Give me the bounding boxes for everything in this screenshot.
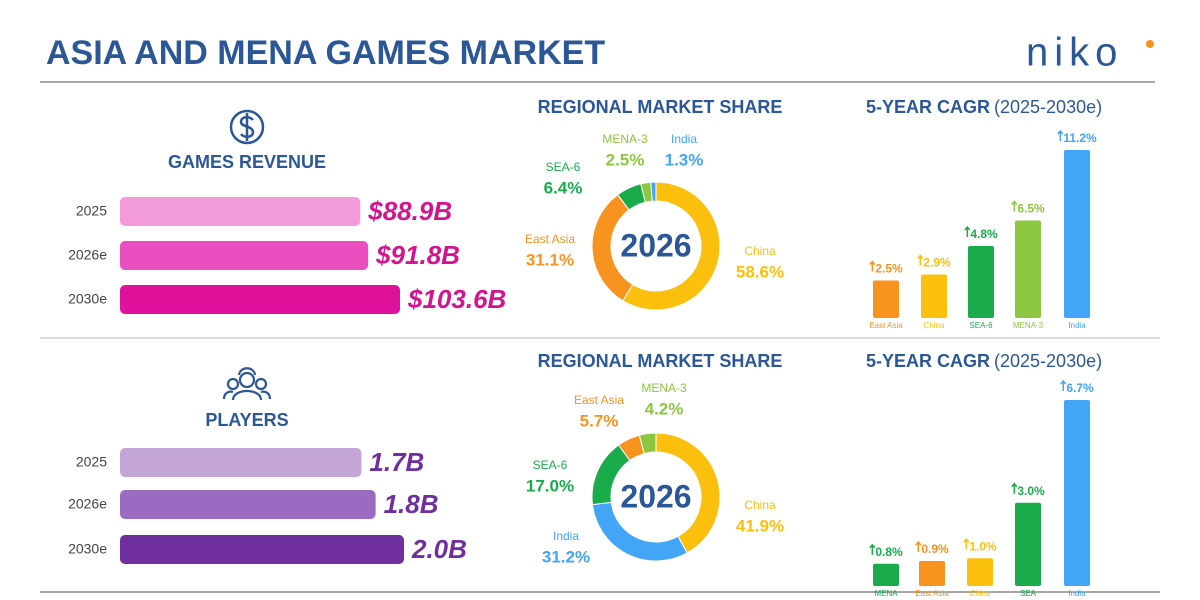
value-label: 2.9% <box>923 256 951 270</box>
up-arrow <box>1011 200 1018 212</box>
logo-dot <box>1146 40 1154 48</box>
section-heading: PLAYERS <box>205 410 288 430</box>
chart-subtitle: (2025-2030e) <box>994 97 1102 117</box>
slice-name: China <box>744 244 776 258</box>
chart-title: REGIONAL MARKET SHARE <box>538 351 783 371</box>
bar <box>120 490 376 519</box>
slice-name: India <box>671 132 697 146</box>
value-label: 0.8% <box>875 545 903 559</box>
donut-slice <box>622 181 721 311</box>
bar <box>1064 150 1090 318</box>
value-label: 6.7% <box>1066 381 1094 395</box>
value-label: 11.2% <box>1063 131 1097 145</box>
bar <box>919 561 945 586</box>
slice-value: 1.3% <box>665 150 704 169</box>
up-arrow <box>869 543 876 555</box>
value-label: $91.8B <box>375 240 460 270</box>
bar <box>873 280 899 318</box>
chart-title: REGIONAL MARKET SHARE <box>538 97 783 117</box>
value-label: 4.8% <box>970 227 998 241</box>
center-label: 2026 <box>620 478 691 514</box>
slice-name: SEA-6 <box>546 160 581 174</box>
value-label: $103.6B <box>407 284 506 314</box>
slice-name: MENA-3 <box>641 381 687 395</box>
chart-subtitle: (2025-2030e) <box>994 351 1102 371</box>
category-label: 2026e <box>68 496 107 512</box>
players-icon <box>222 367 272 401</box>
up-arrow <box>964 225 971 237</box>
slice-value: 5.7% <box>580 411 619 430</box>
chart-title: 5-YEAR CAGR <box>866 351 990 371</box>
up-arrow <box>915 540 922 553</box>
value-label: 0.9% <box>921 542 949 556</box>
value-label: 6.5% <box>1017 202 1045 216</box>
value-label: $88.9B <box>367 196 452 226</box>
section-heading: GAMES REVENUE <box>168 152 326 172</box>
category-label: 2030e <box>68 541 107 557</box>
bar <box>968 246 994 318</box>
value-label: 1.8B <box>384 489 439 519</box>
donut-slice <box>638 432 657 455</box>
category-label: East Asia <box>915 589 949 598</box>
value-label: 1.7B <box>369 447 424 477</box>
slice-name: SEA-6 <box>533 458 568 472</box>
category-label: 2025 <box>76 454 107 470</box>
slice-value: 4.2% <box>645 399 684 418</box>
value-label: 1.0% <box>969 539 997 553</box>
category-label: MENA-3 <box>1013 321 1044 330</box>
slice-value: 41.9% <box>736 516 784 535</box>
page-title: ASIA AND MENA GAMES MARKET <box>46 34 605 72</box>
value-label: 2.5% <box>875 262 903 276</box>
category-label: East Asia <box>869 321 903 330</box>
up-arrow <box>1057 129 1064 141</box>
slice-value: 31.2% <box>542 547 590 566</box>
slice-name: MENA-3 <box>602 132 648 146</box>
slice-name: East Asia <box>525 232 575 246</box>
bar <box>1015 502 1041 586</box>
category-label: 2026e <box>68 247 107 263</box>
up-arrow <box>869 260 876 272</box>
slice-name: China <box>744 498 776 512</box>
up-arrow <box>963 538 970 550</box>
category-label: 2025 <box>76 203 107 219</box>
bar <box>120 197 361 226</box>
value-label: 2.0B <box>411 534 467 564</box>
bar <box>1064 400 1090 586</box>
bar <box>967 558 993 586</box>
category-label: India <box>1068 321 1086 330</box>
bar <box>120 241 369 270</box>
category-label: SEA-6 <box>969 321 993 330</box>
slice-value: 6.4% <box>544 178 583 197</box>
value-label: 3.0% <box>1017 484 1045 498</box>
donut-slice <box>650 181 657 202</box>
dollar-icon <box>229 109 265 145</box>
bar <box>1015 220 1041 318</box>
category-label: China <box>970 589 991 598</box>
bar <box>873 563 899 586</box>
bar <box>120 448 362 477</box>
up-arrow <box>1060 379 1067 391</box>
bar <box>120 535 404 564</box>
up-arrow <box>917 254 924 266</box>
slice-value: 2.5% <box>606 150 645 169</box>
category-label: SEA <box>1020 589 1037 598</box>
bar <box>921 274 947 318</box>
category-label: China <box>924 321 945 330</box>
slice-name: East Asia <box>574 393 624 407</box>
category-label: MENA <box>874 589 898 598</box>
center-label: 2026 <box>620 227 691 263</box>
slice-value: 17.0% <box>526 476 574 495</box>
slice-value: 58.6% <box>736 262 784 281</box>
slice-value: 31.1% <box>526 250 574 269</box>
logo: niko <box>1026 31 1123 75</box>
slice-name: India <box>553 529 579 543</box>
chart-title: 5-YEAR CAGR <box>866 97 990 117</box>
up-arrow <box>1011 482 1018 494</box>
bar <box>120 285 400 314</box>
category-label: India <box>1068 589 1086 598</box>
category-label: 2030e <box>68 291 107 307</box>
